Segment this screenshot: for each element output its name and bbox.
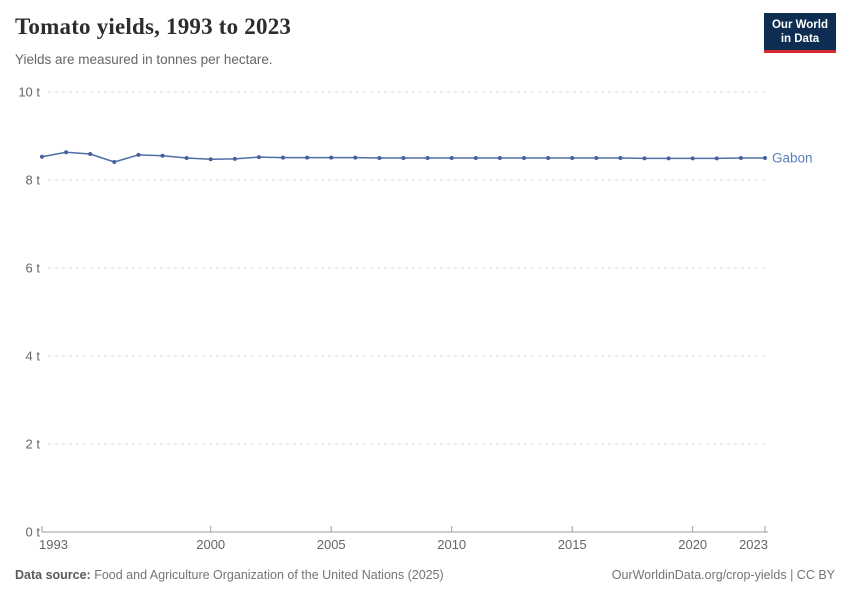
- data-point: [256, 155, 261, 160]
- owid-logo-line1: Our World: [771, 19, 828, 31]
- data-point: [184, 156, 189, 160]
- data-point: [763, 156, 767, 160]
- data-point: [546, 156, 551, 160]
- owid-logo-line2: in Data: [780, 33, 820, 45]
- x-axis-label: 2020: [678, 537, 707, 552]
- data-point: [329, 155, 334, 160]
- data-point: [690, 156, 695, 161]
- data-point: [666, 156, 671, 161]
- data-point: [570, 156, 575, 160]
- data-point: [449, 156, 454, 160]
- data-source-label: Data source:: [15, 568, 91, 582]
- data-point: [64, 150, 69, 155]
- data-point: [136, 152, 141, 157]
- data-point: [473, 156, 478, 160]
- data-source-note: Data source: Food and Agriculture Organi…: [15, 568, 444, 582]
- x-axis-label: 2005: [317, 537, 346, 552]
- data-point: [618, 156, 623, 160]
- series-label: Gabon: [772, 151, 813, 166]
- footer: Data source: Food and Agriculture Organi…: [15, 568, 835, 582]
- data-point: [208, 157, 213, 162]
- data-point: [353, 155, 358, 160]
- page-subtitle: Yields are measured in tonnes per hectar…: [15, 52, 273, 67]
- y-axis-label: 0 t: [26, 525, 41, 540]
- data-point: [642, 156, 647, 161]
- data-point: [425, 156, 430, 160]
- y-axis-label: 8 t: [26, 173, 41, 188]
- data-point: [594, 156, 599, 160]
- data-point: [232, 156, 237, 161]
- y-axis-label: 2 t: [26, 437, 41, 452]
- page-title: Tomato yields, 1993 to 2023: [15, 14, 292, 39]
- data-point: [40, 154, 44, 159]
- x-axis-label: 2015: [558, 537, 587, 552]
- data-point: [305, 155, 310, 160]
- data-point: [377, 156, 382, 160]
- data-point: [281, 155, 285, 160]
- data-source-text: Food and Agriculture Organization of the…: [90, 568, 444, 582]
- x-axis-label: 1993: [39, 537, 68, 552]
- y-axis-label: 6 t: [26, 261, 41, 276]
- data-point: [497, 156, 502, 160]
- credit-line: OurWorldinData.org/crop-yields | CC BY: [611, 568, 835, 582]
- data-point: [714, 156, 719, 161]
- data-point: [88, 152, 93, 156]
- data-point: [522, 156, 526, 160]
- y-axis-label: 4 t: [26, 349, 41, 364]
- y-axis-label: 10 t: [18, 85, 40, 100]
- x-axis-label: 2023: [739, 537, 768, 552]
- owid-logo: Our World in Data: [764, 13, 836, 53]
- x-axis-label: 2000: [196, 537, 225, 552]
- data-point: [738, 156, 743, 160]
- data-point: [401, 156, 406, 160]
- data-point: [160, 153, 165, 158]
- x-axis-label: 2010: [437, 537, 466, 552]
- data-point: [112, 160, 117, 164]
